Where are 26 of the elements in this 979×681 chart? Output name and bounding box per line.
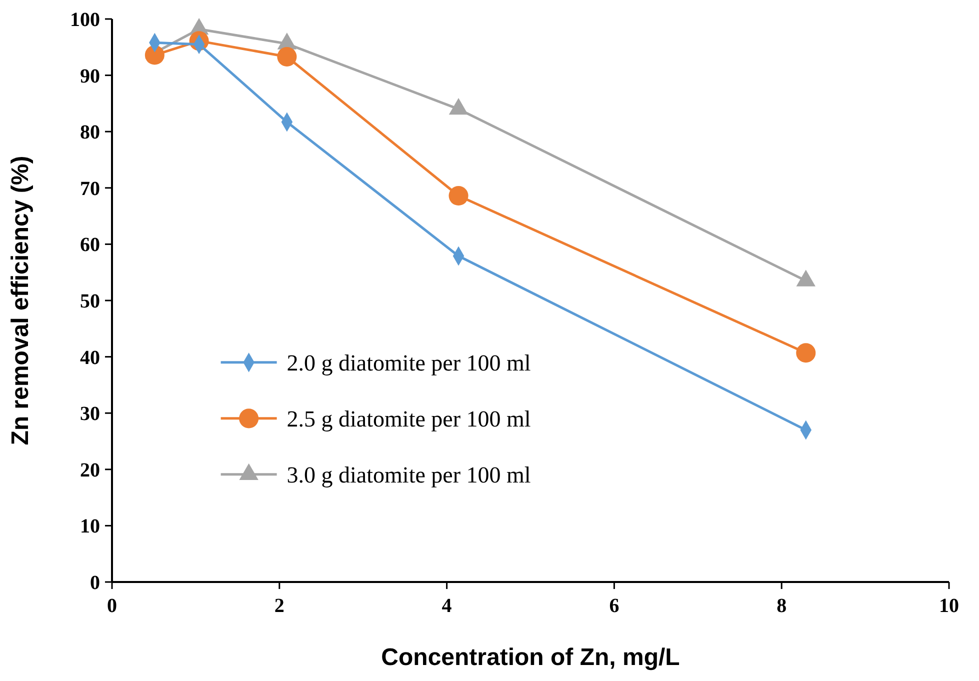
x-tick-label: 2 [274, 595, 284, 617]
y-tick-label: 60 [80, 234, 100, 256]
y-tick-label: 80 [80, 122, 100, 144]
legend-label: 3.0 g diatomite per 100 ml [286, 462, 531, 488]
point [448, 186, 468, 206]
y-tick-label: 10 [80, 516, 100, 538]
point [277, 46, 297, 66]
point [796, 343, 816, 363]
y-axis-title: Zn removal efficiency (%) [7, 156, 34, 446]
y-tick-label: 0 [90, 572, 100, 594]
x-tick-label: 8 [776, 595, 787, 617]
y-tick-label: 70 [80, 178, 100, 200]
legend-label: 2.0 g diatomite per 100 ml [286, 350, 531, 376]
y-tick-label: 40 [80, 346, 100, 369]
y-tick-label: 30 [80, 403, 100, 426]
x-tick-label: 10 [939, 595, 959, 617]
y-tick-label: 90 [80, 65, 100, 88]
x-tick-label: 4 [442, 595, 452, 617]
y-tick-label: 100 [70, 9, 100, 31]
point [144, 45, 164, 65]
y-tick-label: 20 [80, 459, 100, 482]
x-tick-label: 6 [609, 595, 620, 617]
legend-label: 2.5 g diatomite per 100 ml [286, 406, 531, 432]
x-axis-title: Concentration of Zn, mg/L [381, 644, 680, 671]
y-tick-label: 50 [80, 290, 100, 312]
x-tick-label: 0 [107, 595, 117, 617]
